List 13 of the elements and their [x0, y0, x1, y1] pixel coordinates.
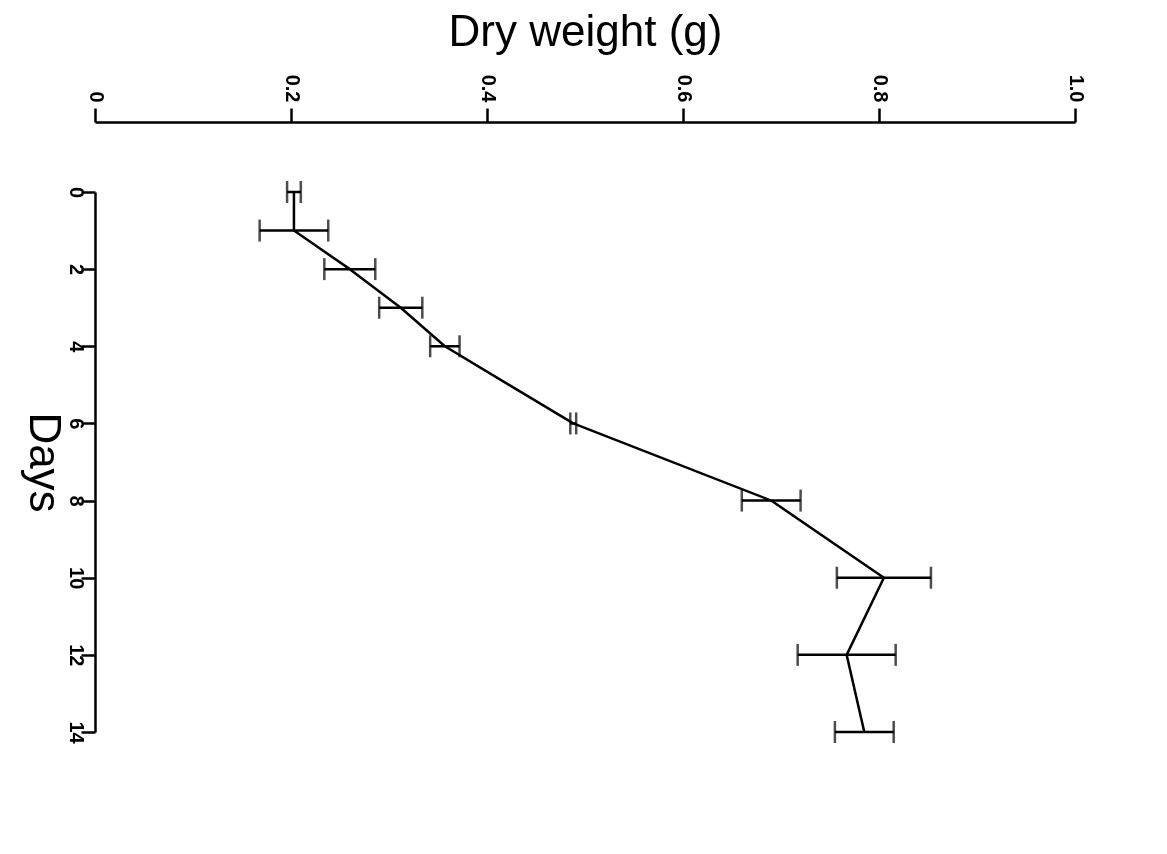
x-axis-title: Dry weight (g) — [448, 5, 723, 55]
y-tick-label: 14 — [65, 721, 88, 745]
y-tick-label: 12 — [65, 644, 88, 667]
x-tick-label: 0.2 — [281, 74, 304, 103]
x-tick-label: 0.6 — [673, 74, 696, 103]
x-tick-label: 1.0 — [1065, 74, 1088, 103]
x-tick-label: 0.4 — [477, 74, 500, 104]
x-tick-label: 0 — [85, 91, 108, 103]
y-tick-label: 0 — [65, 186, 88, 199]
x-tick-label: 0.8 — [869, 74, 892, 103]
y-tick-label: 4 — [65, 341, 88, 354]
y-tick-label: 2 — [65, 264, 88, 276]
y-tick-label: 10 — [65, 567, 88, 590]
